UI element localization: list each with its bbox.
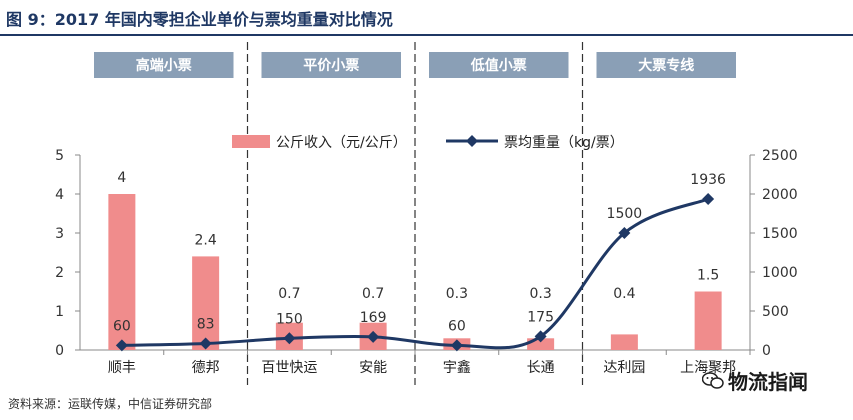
bar-data-label: 0.3 bbox=[529, 286, 551, 302]
x-tick-label: 长通 bbox=[527, 360, 555, 376]
line-data-label: 150 bbox=[276, 311, 303, 327]
watermark-text: 物流指闻 bbox=[728, 370, 808, 394]
y-right-tick-label: 0 bbox=[762, 343, 771, 359]
x-tick-label: 上海聚邦 bbox=[680, 360, 736, 376]
line-point bbox=[450, 339, 463, 352]
y-left-tick-label: 3 bbox=[55, 226, 64, 242]
y-right-tick-label: 2500 bbox=[762, 148, 798, 164]
line-point bbox=[199, 337, 212, 350]
x-tick-label: 顺丰 bbox=[108, 360, 136, 376]
x-tick-label: 达利园 bbox=[603, 360, 645, 376]
legend-line-label: 票均重量（kg/票） bbox=[504, 135, 624, 151]
line-point bbox=[367, 330, 380, 343]
line-series bbox=[121, 197, 709, 350]
x-tick-label: 安能 bbox=[359, 360, 387, 376]
y-left-tick-label: 5 bbox=[55, 148, 64, 164]
bar-data-label: 0.4 bbox=[613, 286, 635, 302]
group-header-box bbox=[429, 52, 569, 78]
legend-bar-label: 公斤收入（元/公斤） bbox=[276, 135, 407, 151]
bar-data-label: 2.4 bbox=[194, 232, 216, 248]
line-point bbox=[115, 339, 128, 352]
line-point bbox=[618, 227, 631, 239]
line-data-label: 175 bbox=[527, 309, 554, 325]
group-header-box bbox=[596, 52, 736, 78]
bar bbox=[694, 291, 722, 350]
y-left-tick-label: 1 bbox=[55, 304, 64, 320]
x-tick-label: 百世快运 bbox=[261, 360, 317, 376]
line-data-label: 1500 bbox=[607, 206, 643, 222]
figure-title: 图 9：2017 年国内零担企业单价与票均重量对比情况 bbox=[6, 10, 393, 29]
source-note: 资料来源：运联传媒，中信证券研究部 bbox=[8, 397, 213, 411]
group-header-label: 高端小票 bbox=[136, 57, 192, 74]
group-header-box bbox=[261, 52, 401, 78]
y-left-tick-label: 0 bbox=[55, 343, 64, 359]
legend-bar-swatch bbox=[232, 135, 270, 148]
bar bbox=[610, 334, 638, 350]
line-data-label: 60 bbox=[113, 318, 131, 334]
bar bbox=[527, 338, 555, 350]
y-left-tick-label: 2 bbox=[55, 265, 64, 281]
line-data-label: 1936 bbox=[690, 172, 726, 188]
y-right-tick-label: 500 bbox=[762, 304, 789, 320]
title-rule bbox=[0, 34, 853, 36]
y-left-tick-label: 4 bbox=[55, 187, 64, 203]
bar-data-label: 4 bbox=[117, 170, 126, 186]
group-header-label: 大票专线 bbox=[638, 57, 694, 74]
bar-data-label: 0.7 bbox=[278, 286, 300, 302]
wechat-icon bbox=[702, 371, 724, 389]
y-right-tick-label: 2000 bbox=[762, 187, 798, 203]
x-tick-label: 宇鑫 bbox=[443, 359, 471, 376]
line-point bbox=[283, 332, 296, 345]
bar-data-label: 0.3 bbox=[446, 286, 468, 302]
line-data-label: 83 bbox=[197, 317, 215, 333]
bar bbox=[108, 194, 136, 350]
line-point bbox=[534, 330, 547, 343]
line-data-label: 169 bbox=[360, 310, 387, 326]
bar-data-label: 1.5 bbox=[697, 268, 719, 284]
group-header-label: 低值小票 bbox=[470, 57, 527, 74]
y-right-tick-label: 1500 bbox=[762, 226, 798, 242]
y-right-tick-label: 1000 bbox=[762, 265, 798, 281]
group-header-box bbox=[94, 52, 234, 78]
legend-line-marker bbox=[466, 135, 478, 147]
line-point bbox=[702, 192, 715, 205]
bar-data-label: 0.7 bbox=[362, 286, 384, 302]
group-header-label: 平价小票 bbox=[303, 58, 359, 74]
x-tick-label: 德邦 bbox=[192, 360, 220, 376]
line-data-label: 60 bbox=[448, 318, 466, 334]
watermark: 物流指闻 bbox=[702, 366, 808, 395]
bar bbox=[192, 256, 220, 350]
